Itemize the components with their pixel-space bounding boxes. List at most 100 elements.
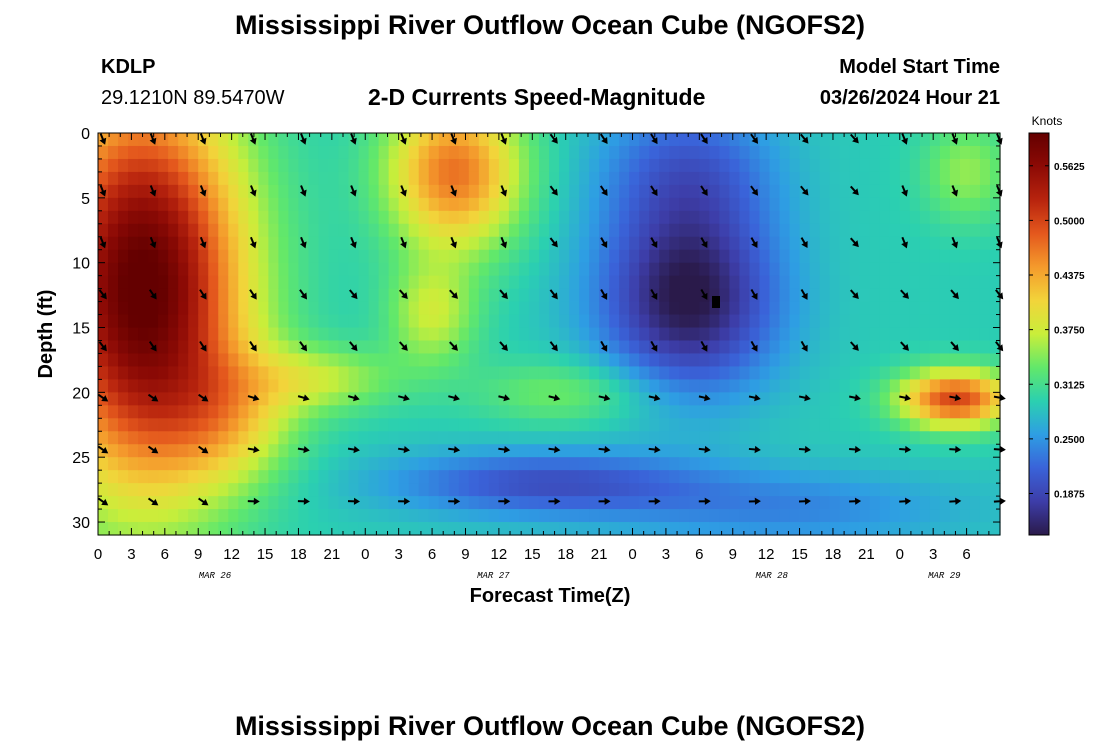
heatmap-cell bbox=[428, 314, 440, 329]
heatmap-cell bbox=[769, 496, 781, 510]
heatmap-cell bbox=[368, 210, 380, 225]
station-marker bbox=[712, 296, 720, 308]
heatmap-cell bbox=[118, 522, 129, 536]
heatmap-cell bbox=[949, 210, 961, 225]
heatmap-cell bbox=[929, 392, 941, 406]
heatmap-cell bbox=[569, 340, 580, 355]
heatmap-cell bbox=[178, 249, 189, 264]
heatmap-cell bbox=[709, 444, 720, 458]
heatmap-cell bbox=[819, 314, 831, 329]
heatmap-cell bbox=[208, 158, 219, 173]
heatmap-cell bbox=[188, 444, 199, 458]
heatmap-cell bbox=[889, 262, 901, 277]
heatmap-cell bbox=[839, 431, 851, 445]
heatmap-cell bbox=[538, 483, 550, 497]
heatmap-cell bbox=[849, 158, 861, 173]
x-tick-label: 3 bbox=[929, 546, 937, 563]
heatmap-cell bbox=[659, 197, 670, 212]
heatmap-cell bbox=[749, 327, 761, 342]
heatmap-cell bbox=[508, 133, 520, 147]
heatmap-cell bbox=[579, 184, 590, 199]
heatmap-cell bbox=[468, 509, 480, 523]
heatmap-cell bbox=[368, 314, 380, 329]
heatmap-cell bbox=[388, 288, 400, 303]
heatmap-cell bbox=[118, 418, 129, 432]
current-arrow bbox=[800, 185, 809, 196]
heatmap-cell bbox=[238, 340, 249, 355]
heatmap-cell bbox=[128, 236, 139, 251]
heatmap-cell bbox=[819, 509, 831, 523]
heatmap-cell bbox=[358, 431, 370, 445]
heatmap-cell bbox=[809, 145, 821, 160]
heatmap-cell bbox=[378, 327, 390, 342]
heatmap-cell bbox=[448, 418, 460, 432]
heatmap-cell bbox=[619, 184, 630, 199]
heatmap-cell bbox=[108, 379, 119, 393]
heatmap-cell bbox=[809, 158, 821, 173]
heatmap-cell bbox=[518, 444, 530, 458]
heatmap-cell bbox=[218, 314, 229, 329]
heatmap-cell bbox=[508, 262, 520, 277]
heatmap-cell bbox=[859, 301, 871, 316]
heatmap-cell bbox=[488, 210, 500, 225]
heatmap-cell bbox=[228, 431, 239, 445]
heatmap-cell bbox=[639, 223, 650, 238]
heatmap-cell bbox=[749, 249, 761, 264]
heatmap-cell bbox=[619, 431, 630, 445]
heatmap-cell bbox=[128, 314, 139, 329]
heatmap-cell bbox=[879, 353, 891, 368]
heatmap-cell bbox=[799, 379, 811, 393]
heatmap-cell bbox=[198, 262, 209, 277]
heatmap-cell bbox=[178, 301, 189, 316]
heatmap-cell bbox=[589, 301, 600, 316]
heatmap-cell bbox=[238, 223, 249, 238]
heatmap-cell bbox=[288, 236, 300, 251]
heatmap-cell bbox=[979, 431, 991, 445]
heatmap-cell bbox=[739, 327, 751, 342]
heatmap-cell bbox=[709, 275, 720, 290]
heatmap-cell bbox=[819, 249, 831, 264]
heatmap-cell bbox=[919, 133, 931, 147]
heatmap-cell bbox=[198, 275, 209, 290]
heatmap-cell bbox=[829, 249, 841, 264]
heatmap-cell bbox=[979, 275, 991, 290]
heatmap-cell bbox=[669, 210, 680, 225]
heatmap-cell bbox=[819, 262, 831, 277]
heatmap-cell bbox=[138, 496, 149, 510]
heatmap-cell bbox=[919, 184, 931, 199]
heatmap-cell bbox=[258, 496, 269, 510]
heatmap-cell bbox=[128, 158, 139, 173]
heatmap-cell bbox=[198, 418, 209, 432]
heatmap-cell bbox=[769, 184, 781, 199]
heatmap-cell bbox=[849, 509, 861, 523]
heatmap-cell bbox=[298, 366, 310, 380]
heatmap-cell bbox=[679, 457, 690, 471]
heatmap-cell bbox=[729, 353, 741, 368]
heatmap-cell bbox=[398, 197, 410, 212]
heatmap-cell bbox=[118, 158, 129, 173]
heatmap-cell bbox=[368, 470, 380, 484]
current-arrow bbox=[297, 497, 310, 505]
heatmap-cell bbox=[719, 379, 730, 393]
heatmap-cell bbox=[248, 223, 259, 238]
heatmap-cell bbox=[358, 288, 370, 303]
heatmap-cell bbox=[508, 418, 520, 432]
date-label: MAR 26 bbox=[199, 571, 232, 581]
heatmap-cell bbox=[619, 366, 630, 380]
heatmap-cell bbox=[228, 340, 239, 355]
heatmap-cell bbox=[458, 223, 470, 238]
heatmap-cell bbox=[358, 366, 370, 380]
current-arrow bbox=[849, 237, 859, 248]
heatmap-cell bbox=[759, 145, 771, 160]
colorbar-tick-label: 0.5000 bbox=[1054, 216, 1085, 227]
heatmap-cell bbox=[388, 145, 400, 160]
heatmap-cell bbox=[398, 418, 410, 432]
heatmap-cell bbox=[569, 392, 580, 406]
heatmap-cell bbox=[108, 314, 119, 329]
heatmap-cell bbox=[488, 431, 500, 445]
heatmap-cell bbox=[108, 301, 119, 316]
heatmap-cell bbox=[659, 470, 670, 484]
heatmap-cell bbox=[589, 133, 600, 147]
heatmap-cell bbox=[579, 340, 590, 355]
heatmap-cell bbox=[639, 509, 650, 523]
